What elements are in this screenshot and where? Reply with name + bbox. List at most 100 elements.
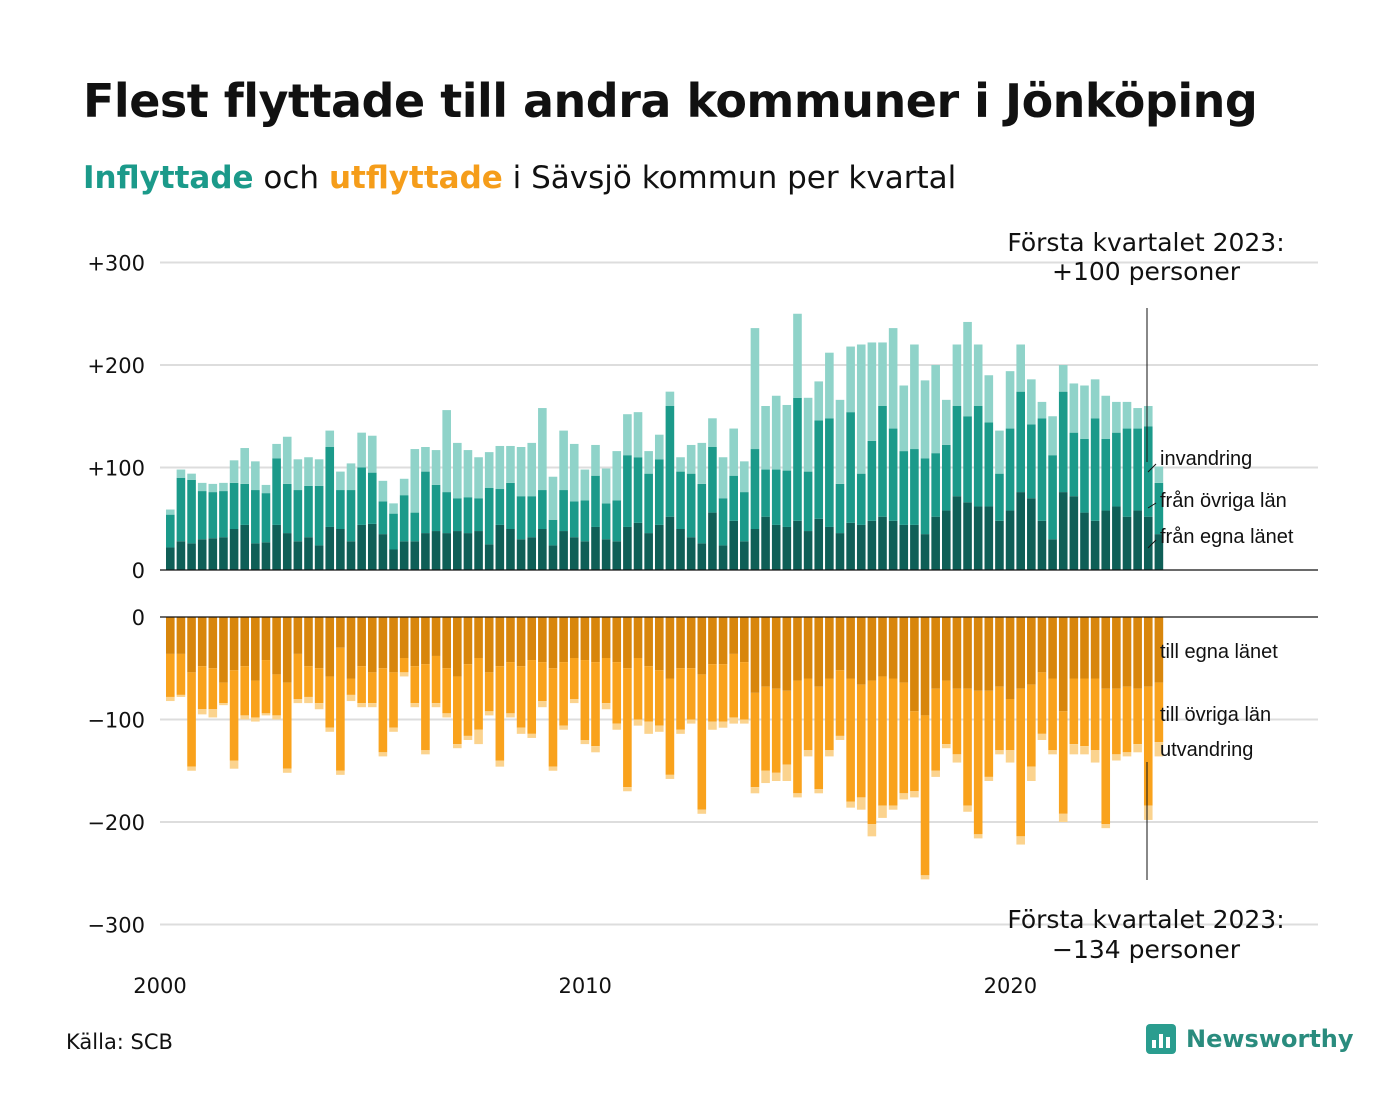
bar-out-ovriga xyxy=(708,664,717,722)
bar-in-egna xyxy=(1048,539,1057,570)
bar-in-invandring xyxy=(973,344,983,406)
bottom-annotation-line2: −134 personer xyxy=(1052,935,1241,964)
bar-out-ovriga xyxy=(846,678,855,802)
bar-out-ovriga xyxy=(931,688,940,771)
bar-out-egna xyxy=(410,617,420,667)
bar-out-egna xyxy=(580,617,590,661)
bar-in-egna xyxy=(1027,498,1036,570)
bar-in-ovriga xyxy=(208,492,218,539)
bar-in-egna xyxy=(941,510,951,570)
bar-in-ovriga xyxy=(304,485,313,538)
bar-out-egna xyxy=(314,617,324,669)
bar-out-egna xyxy=(251,617,260,681)
bar-in-egna xyxy=(229,529,239,570)
bar-out-egna xyxy=(952,617,962,689)
bar-out-egna xyxy=(346,617,356,679)
bar-out-utvandring xyxy=(453,744,462,749)
bar-out-utvandring xyxy=(931,770,940,777)
bar-out-egna xyxy=(973,617,983,691)
bar-in-ovriga xyxy=(708,447,717,513)
bar-in-invandring xyxy=(410,449,420,513)
bar-out-utvandring xyxy=(612,723,622,730)
bar-in-egna xyxy=(293,541,303,570)
bar-out-ovriga xyxy=(1143,686,1153,806)
brand-logo: Newsworthy xyxy=(1146,1024,1354,1054)
bar-out-egna xyxy=(676,617,685,669)
y-tick-top: +100 xyxy=(87,457,145,481)
bar-out-egna xyxy=(293,617,303,654)
bar-in-invandring xyxy=(846,346,855,413)
bar-in-ovriga xyxy=(506,482,515,529)
bar-in-egna xyxy=(463,533,473,570)
bar-in-egna xyxy=(793,520,802,570)
y-tick-top: +200 xyxy=(87,354,145,378)
bar-in-egna xyxy=(633,522,643,570)
bar-out-utvandring xyxy=(846,801,855,808)
bar-in-invandring xyxy=(251,461,260,491)
subtitle-inflyttade: Inflyttade xyxy=(83,160,254,196)
bar-in-invandring xyxy=(314,459,324,486)
bar-out-utvandring xyxy=(569,699,579,704)
bar-out-egna xyxy=(367,617,377,673)
bar-in-ovriga xyxy=(240,483,250,525)
bar-out-ovriga xyxy=(357,666,366,704)
bar-in-ovriga xyxy=(1154,482,1164,535)
bar-in-invandring xyxy=(580,469,590,501)
bar-in-ovriga xyxy=(176,477,186,542)
legend-utvandring: utvandring xyxy=(1160,739,1253,761)
bar-out-ovriga xyxy=(421,664,430,751)
bar-in-ovriga xyxy=(1080,438,1089,513)
bar-out-utvandring xyxy=(187,766,196,771)
bar-in-ovriga xyxy=(761,469,770,517)
bar-in-egna xyxy=(910,524,919,570)
bar-in-ovriga xyxy=(314,485,324,546)
bar-in-invandring xyxy=(569,443,579,502)
bar-in-ovriga xyxy=(166,514,175,548)
bar-out-ovriga xyxy=(1122,686,1132,753)
bar-out-egna xyxy=(474,617,483,658)
bar-out-egna xyxy=(654,617,664,671)
bar-in-egna xyxy=(899,524,909,570)
bar-out-egna xyxy=(1101,617,1111,689)
bar-in-egna xyxy=(516,539,526,570)
top-annotation-line1: Första kvartalet 2023: xyxy=(1007,228,1284,257)
bar-out-utvandring xyxy=(601,703,611,710)
bar-out-ovriga xyxy=(197,666,207,710)
bar-out-egna xyxy=(750,617,760,693)
subtitle-utflyttade: utflyttade xyxy=(328,160,503,196)
bar-out-egna xyxy=(421,617,430,665)
bar-in-ovriga xyxy=(771,469,781,525)
bar-out-utvandring xyxy=(431,703,441,708)
bar-out-utvandring xyxy=(941,744,951,749)
bar-out-utvandring xyxy=(176,694,186,697)
bar-in-invandring xyxy=(506,445,515,483)
bar-out-egna xyxy=(941,617,951,681)
bar-out-ovriga xyxy=(591,662,600,747)
bar-in-egna xyxy=(538,529,547,570)
bar-out-egna xyxy=(963,617,972,689)
bar-out-egna xyxy=(878,617,887,677)
bar-out-ovriga xyxy=(718,664,728,722)
bar-in-egna xyxy=(686,537,696,570)
bar-out-egna xyxy=(686,617,696,669)
bar-in-invandring xyxy=(878,342,887,406)
bar-out-ovriga xyxy=(314,668,324,704)
bar-in-invandring xyxy=(771,395,781,470)
bar-out-egna xyxy=(357,617,366,667)
bar-out-utvandring xyxy=(1069,744,1079,755)
bar-out-ovriga xyxy=(240,666,250,716)
bar-in-invandring xyxy=(378,480,388,502)
bar-out-ovriga xyxy=(941,680,951,745)
bar-in-egna xyxy=(569,537,579,570)
bar-out-utvandring xyxy=(1058,813,1068,822)
bar-out-utvandring xyxy=(1154,742,1164,757)
bar-out-utvandring xyxy=(952,754,962,763)
bar-out-egna xyxy=(729,617,738,654)
bar-out-ovriga xyxy=(1090,678,1100,751)
bar-out-ovriga xyxy=(548,668,558,767)
bar-in-egna xyxy=(240,524,250,570)
bar-out-utvandring xyxy=(1037,733,1047,740)
bar-in-invandring xyxy=(208,483,218,493)
bar-in-invandring xyxy=(633,412,643,458)
bar-in-ovriga xyxy=(1058,391,1068,493)
